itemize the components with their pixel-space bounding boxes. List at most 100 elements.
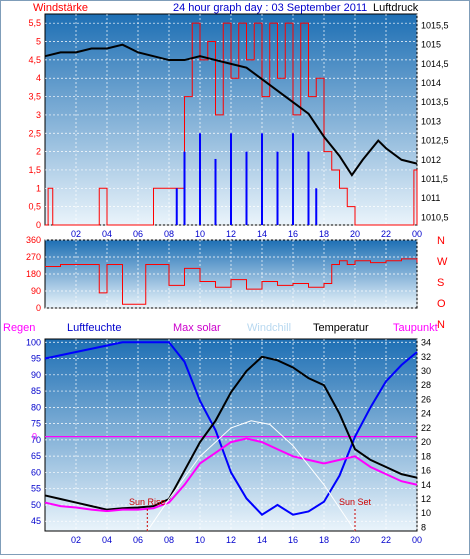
x-tick-label: 10 bbox=[195, 535, 205, 545]
y-tick-label: 0 bbox=[36, 220, 41, 230]
y-right-tick-label: 1013 bbox=[421, 116, 441, 126]
y-right-tick-label: 1012,5 bbox=[421, 136, 449, 146]
legend-taupunkt: Taupunkt bbox=[393, 322, 438, 334]
y-tick-label: 70 bbox=[31, 435, 41, 445]
x-tick-label: 20 bbox=[350, 535, 360, 545]
panel3-sun-markers: 0 Sun Rise Sun Set bbox=[32, 432, 372, 531]
x-tick-label: 06 bbox=[133, 535, 143, 545]
panel3-grid bbox=[45, 339, 418, 531]
panel1-left-axis: 0 0,5 1 1,5 2 2,5 3 3,5 4 4,5 5 5,5 bbox=[28, 18, 41, 230]
y-tick-label: 80 bbox=[31, 402, 41, 412]
panel3-x-axis: 02 04 06 08 10 12 14 16 18 20 22 00 bbox=[71, 535, 422, 545]
x-tick-label: 00 bbox=[412, 229, 422, 239]
y-right-tick-label: 18 bbox=[421, 451, 431, 461]
y-right-tick-label: 24 bbox=[421, 409, 431, 419]
legend-windchill: Windchill bbox=[247, 322, 291, 334]
y-right-tick-label: 28 bbox=[421, 380, 431, 390]
rain-zero-label: 0 bbox=[32, 432, 37, 442]
y-tick-label: 50 bbox=[31, 500, 41, 510]
y-tick-label: 75 bbox=[31, 419, 41, 429]
x-tick-label: 10 bbox=[195, 229, 205, 239]
x-tick-label: 18 bbox=[319, 229, 329, 239]
panel3-legend: Regen Luftfeuchte Max solar Windchill Te… bbox=[3, 322, 438, 334]
x-tick-label: 00 bbox=[412, 535, 422, 545]
dewpoint-line bbox=[44, 437, 418, 513]
direction-label: S bbox=[437, 277, 444, 289]
temperature-line bbox=[44, 355, 418, 511]
y-tick-label: 2 bbox=[36, 147, 41, 157]
panel3-series bbox=[44, 341, 418, 532]
y-right-tick-label: 16 bbox=[421, 466, 431, 476]
y-tick-label: 4 bbox=[36, 73, 41, 83]
y-right-tick-label: 1011 bbox=[421, 193, 440, 203]
x-tick-label: 12 bbox=[226, 535, 236, 545]
sun-set-label: Sun Set bbox=[339, 497, 372, 507]
y-tick-label: 3 bbox=[36, 110, 41, 120]
y-right-tick-label: 20 bbox=[421, 437, 431, 447]
direction-label: O bbox=[437, 298, 446, 310]
x-tick-label: 06 bbox=[133, 229, 143, 239]
humidity-line bbox=[44, 341, 418, 517]
legend-luftfeuchte: Luftfeuchte bbox=[67, 322, 121, 334]
y-right-tick-label: 22 bbox=[421, 423, 431, 433]
wind-speed-line bbox=[45, 22, 418, 226]
sun-rise-label: Sun Rise bbox=[129, 497, 166, 507]
y-tick-label: 3,5 bbox=[28, 92, 41, 102]
panel1-x-axis: 02 04 06 08 10 12 14 16 18 20 22 00 bbox=[71, 229, 422, 239]
y-right-tick-label: 32 bbox=[421, 352, 431, 362]
x-tick-label: 14 bbox=[257, 229, 267, 239]
y-tick-label: 270 bbox=[26, 252, 41, 262]
x-tick-label: 08 bbox=[164, 229, 174, 239]
pressure-line bbox=[44, 43, 418, 177]
x-tick-label: 20 bbox=[350, 229, 360, 239]
panel1-right-axis: 1010,5 1011 1011,5 1012 1012,5 1013 1013,5 1014… bbox=[421, 21, 449, 223]
x-tick-label: 22 bbox=[381, 535, 391, 545]
direction-label: N bbox=[437, 235, 445, 247]
header-left-label: Windstärke bbox=[33, 2, 88, 14]
y-tick-label: 100 bbox=[26, 337, 41, 347]
y-right-tick-label: 1014 bbox=[421, 78, 441, 88]
panel2-grid bbox=[45, 239, 418, 309]
x-tick-label: 12 bbox=[226, 229, 236, 239]
x-tick-label: 02 bbox=[71, 535, 81, 545]
y-tick-label: 1 bbox=[36, 183, 41, 193]
x-tick-label: 22 bbox=[381, 229, 391, 239]
y-right-tick-label: 14 bbox=[421, 480, 431, 490]
y-tick-label: 1,5 bbox=[28, 165, 41, 175]
y-right-tick-label: 8 bbox=[421, 522, 426, 532]
y-right-tick-label: 26 bbox=[421, 394, 431, 404]
y-tick-label: 2,5 bbox=[28, 128, 41, 138]
y-right-tick-label: 1015 bbox=[421, 40, 441, 50]
x-tick-label: 16 bbox=[288, 229, 298, 239]
legend-regen: Regen bbox=[3, 322, 35, 334]
y-tick-label: 85 bbox=[31, 386, 41, 396]
x-tick-label: 02 bbox=[71, 229, 81, 239]
y-right-tick-label: 1015,5 bbox=[421, 21, 449, 31]
y-tick-label: 180 bbox=[26, 269, 41, 279]
legend-max-solar: Max solar bbox=[173, 322, 221, 334]
y-tick-label: 5,5 bbox=[28, 18, 41, 28]
y-tick-label: 60 bbox=[31, 467, 41, 477]
x-tick-label: 04 bbox=[102, 229, 112, 239]
direction-label: W bbox=[437, 256, 448, 268]
y-tick-label: 90 bbox=[31, 286, 41, 296]
y-tick-label: 0,5 bbox=[28, 202, 41, 212]
y-right-tick-label: 10 bbox=[421, 508, 431, 518]
header-right-label: Luftdruck bbox=[373, 2, 419, 14]
y-right-tick-label: 1012 bbox=[421, 155, 441, 165]
y-tick-label: 95 bbox=[31, 354, 41, 364]
panel2-left-axis: 360 270 180 90 0 bbox=[26, 235, 41, 313]
direction-label: N bbox=[437, 319, 445, 331]
y-right-tick-label: 34 bbox=[421, 338, 431, 348]
x-tick-label: 08 bbox=[164, 535, 174, 545]
y-right-tick-label: 1011,5 bbox=[421, 174, 448, 184]
max-solar-line bbox=[146, 420, 356, 532]
y-right-tick-label: 1014,5 bbox=[421, 59, 449, 69]
x-tick-label: 04 bbox=[102, 535, 112, 545]
y-tick-label: 0 bbox=[36, 303, 41, 313]
panel1-series bbox=[44, 22, 418, 226]
y-right-tick-label: 30 bbox=[421, 366, 431, 376]
